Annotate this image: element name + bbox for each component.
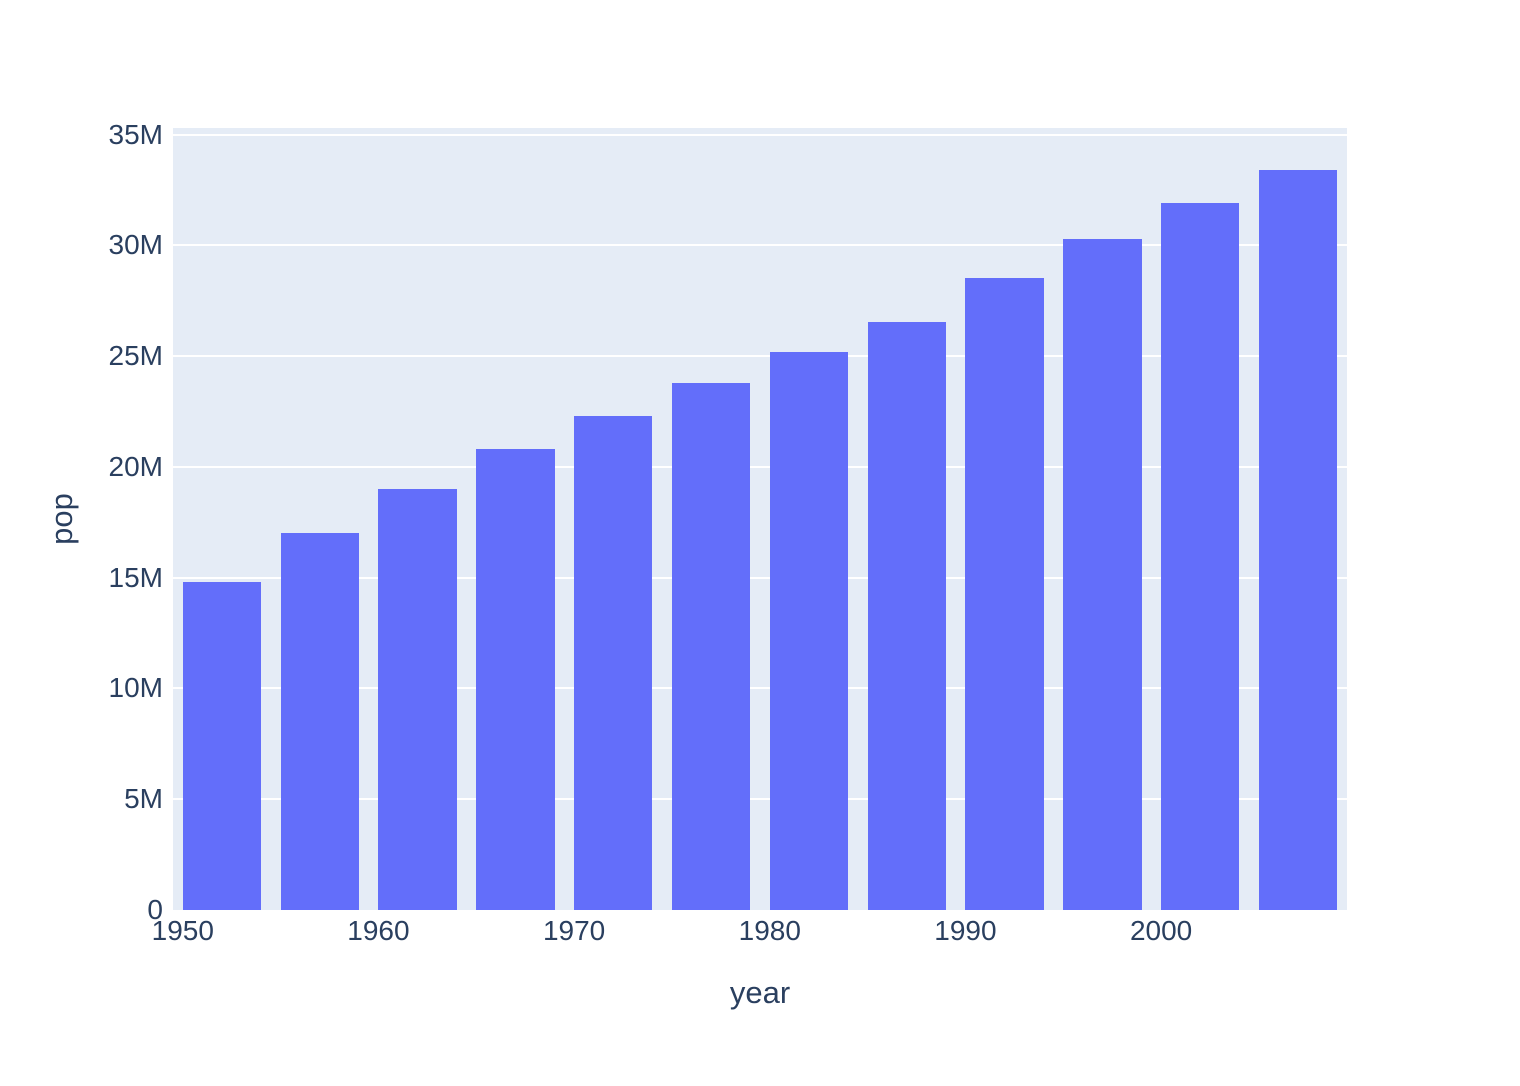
x-tick-label: 2000: [1129, 915, 1193, 946]
gridline: [173, 355, 1347, 358]
x-tick-label: 1970: [542, 915, 606, 946]
gridline: [173, 465, 1347, 468]
bar-1957[interactable]: [280, 533, 359, 910]
x-tick-label: 1960: [347, 915, 410, 946]
bar-1952[interactable]: [182, 582, 262, 910]
y-tick-label: 0: [147, 894, 163, 925]
y-tick-label: 35M: [108, 118, 163, 150]
x-axis-ticks: 1950 1960 1970 1980 1990 2000: [152, 910, 1347, 960]
x-tick-label: 1980: [738, 915, 801, 946]
y-tick-label: 15M: [108, 561, 163, 593]
bar-1982[interactable]: [769, 351, 849, 910]
y-tick-label: 30M: [108, 229, 163, 261]
bar-1967[interactable]: [476, 448, 555, 910]
y-axis-ticks: 0 5M 10M 15M 20M 25M 30M 35M: [0, 120, 168, 923]
x-axis-title: year: [729, 975, 791, 1010]
x-tick-label: 1990: [934, 915, 997, 946]
y-tick-label: 5M: [124, 783, 163, 815]
bar-2007[interactable]: [1258, 170, 1338, 910]
plot-area[interactable]: [173, 128, 1347, 910]
bar-2002[interactable]: [1161, 203, 1240, 910]
bar-1977[interactable]: [671, 382, 751, 910]
gridline: [173, 798, 1347, 801]
bar-1992[interactable]: [965, 278, 1044, 910]
y-tick-label: 25M: [108, 340, 163, 372]
bar-1972[interactable]: [574, 416, 653, 910]
bar-1997[interactable]: [1063, 238, 1142, 910]
y-tick-label: 20M: [108, 450, 163, 482]
bar-1987[interactable]: [867, 321, 946, 910]
y-tick-label: 10M: [108, 672, 163, 704]
gridline: [173, 687, 1347, 690]
gridline: [173, 244, 1347, 247]
y-axis-title: pop: [44, 493, 79, 545]
gridline: [173, 133, 1347, 136]
gridline: [173, 576, 1347, 579]
x-tick-label: 1950: [151, 915, 214, 946]
bar-1962[interactable]: [378, 489, 457, 910]
